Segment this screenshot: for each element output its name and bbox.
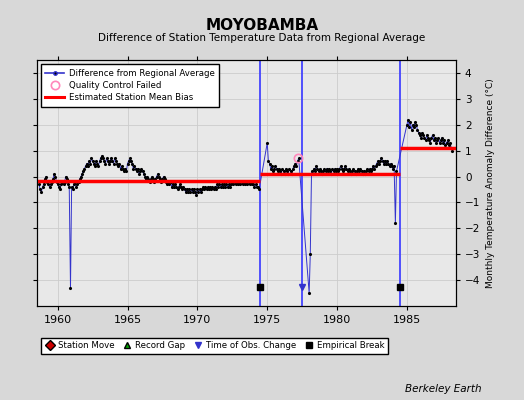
Y-axis label: Monthly Temperature Anomaly Difference (°C): Monthly Temperature Anomaly Difference (…: [486, 78, 495, 288]
Text: Berkeley Earth: Berkeley Earth: [406, 384, 482, 394]
Legend: Station Move, Record Gap, Time of Obs. Change, Empirical Break: Station Move, Record Gap, Time of Obs. C…: [41, 338, 388, 354]
Text: Difference of Station Temperature Data from Regional Average: Difference of Station Temperature Data f…: [99, 33, 425, 43]
Text: MOYOBAMBA: MOYOBAMBA: [205, 18, 319, 33]
Legend: Difference from Regional Average, Quality Control Failed, Estimated Station Mean: Difference from Regional Average, Qualit…: [41, 64, 219, 107]
